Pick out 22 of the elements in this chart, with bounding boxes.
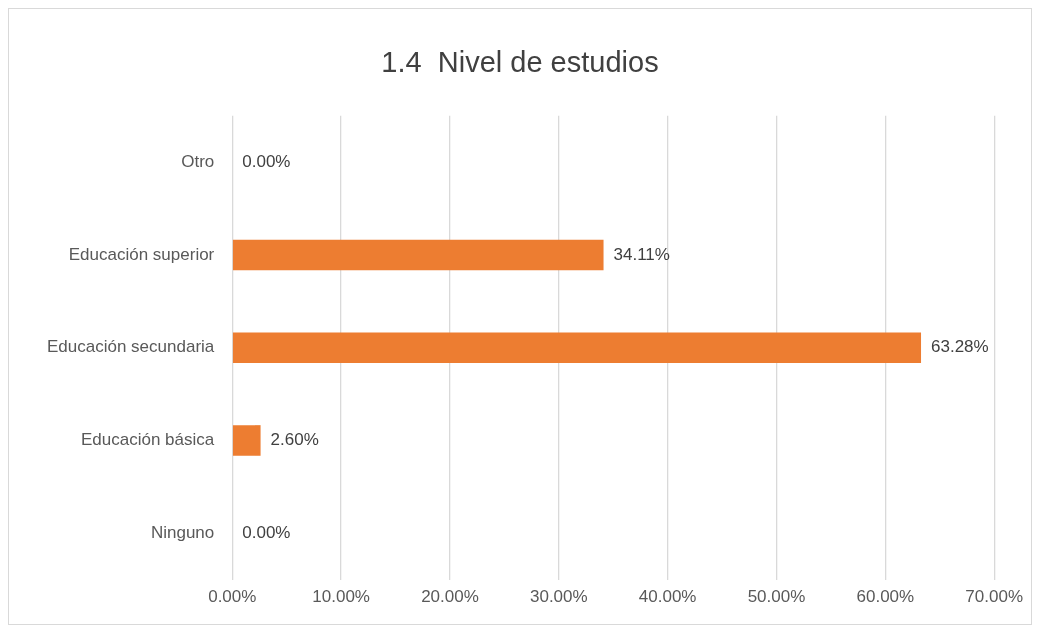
y-tick-label: Otro bbox=[181, 151, 215, 171]
x-tick-label: 60.00% bbox=[856, 587, 915, 607]
data-label: 0.00% bbox=[242, 151, 291, 171]
data-label: 2.60% bbox=[270, 430, 319, 450]
y-tick-label: Educación superior bbox=[68, 244, 215, 264]
bar bbox=[232, 332, 922, 364]
x-tick-label: 70.00% bbox=[965, 587, 1024, 607]
data-label: 34.11% bbox=[613, 244, 670, 264]
x-tick-label: 20.00% bbox=[421, 587, 479, 607]
y-tick-label: Educación básica bbox=[81, 430, 215, 450]
x-tick-label: 30.00% bbox=[529, 587, 588, 607]
x-tick-label: 10.00% bbox=[312, 587, 370, 607]
x-tick-label: 40.00% bbox=[638, 587, 697, 607]
y-tick-label: Educación secundaria bbox=[47, 337, 215, 357]
bar bbox=[232, 239, 604, 271]
x-tick-label: 50.00% bbox=[747, 587, 806, 607]
y-tick-label: Ninguno bbox=[150, 522, 215, 542]
data-label: 63.28% bbox=[931, 337, 989, 357]
data-label: 0.00% bbox=[242, 522, 291, 542]
chart-title: 1.4 Nivel de estudios bbox=[381, 46, 659, 79]
x-tick-label: 0.00% bbox=[208, 587, 257, 607]
bar bbox=[232, 425, 261, 456]
